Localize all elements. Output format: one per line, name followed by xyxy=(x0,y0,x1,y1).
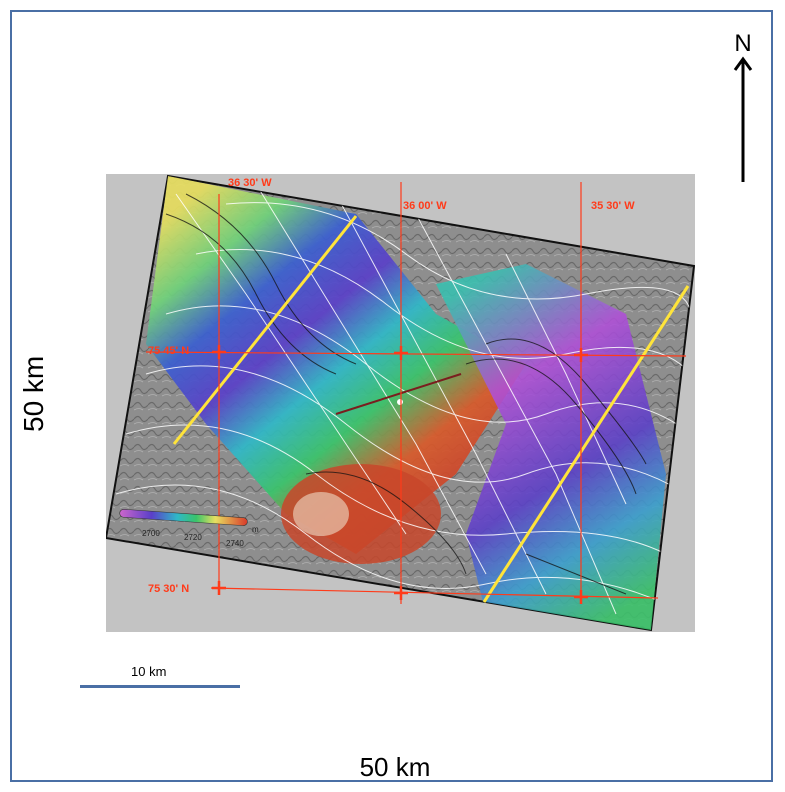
graticule-crosses xyxy=(212,345,588,604)
vertical-extent-label: 50 km xyxy=(18,355,49,432)
depth-colorbar: 2700 2720 2740 m xyxy=(119,508,259,548)
colorbar-unit: m xyxy=(252,525,259,534)
map-panel: 36 30' W 36 00' W 35 30' W 75 45' N 75 3… xyxy=(106,174,695,632)
bathymetry-band-west xyxy=(146,176,526,554)
contour-lines-dark xyxy=(165,193,647,595)
north-label: N xyxy=(734,30,752,57)
fault-line-west xyxy=(172,215,358,445)
north-arrow-icon xyxy=(733,56,753,182)
bathymetry-map: 36 30' W 36 00' W 35 30' W 75 45' N 75 3… xyxy=(106,174,695,632)
north-arrow: N xyxy=(728,30,758,185)
longitude-label-2: 36 00' W xyxy=(403,200,447,212)
longitude-label-1: 36 30' W xyxy=(228,177,272,189)
latitude-label-1: 75 45' N xyxy=(148,345,189,357)
scale-bar xyxy=(80,685,240,688)
colorbar-ramp xyxy=(119,508,248,526)
scale-bar-label: 10 km xyxy=(131,664,167,679)
longitude-label-3: 35 30' W xyxy=(591,200,635,212)
latitude-label-2: 75 30' N xyxy=(148,583,189,595)
fault-line-east xyxy=(482,285,690,603)
parallel-1 xyxy=(145,351,687,357)
colorbar-tick-2: 2720 xyxy=(184,533,202,542)
bathymetry-peak xyxy=(293,492,349,536)
profile-line xyxy=(335,373,462,415)
colorbar-tick-3: 2740 xyxy=(226,539,244,548)
station-marker xyxy=(397,399,403,405)
horizontal-extent-label: 50 km xyxy=(359,752,431,782)
colorbar-tick-1: 2700 xyxy=(142,529,160,538)
figure-frame xyxy=(10,10,773,782)
